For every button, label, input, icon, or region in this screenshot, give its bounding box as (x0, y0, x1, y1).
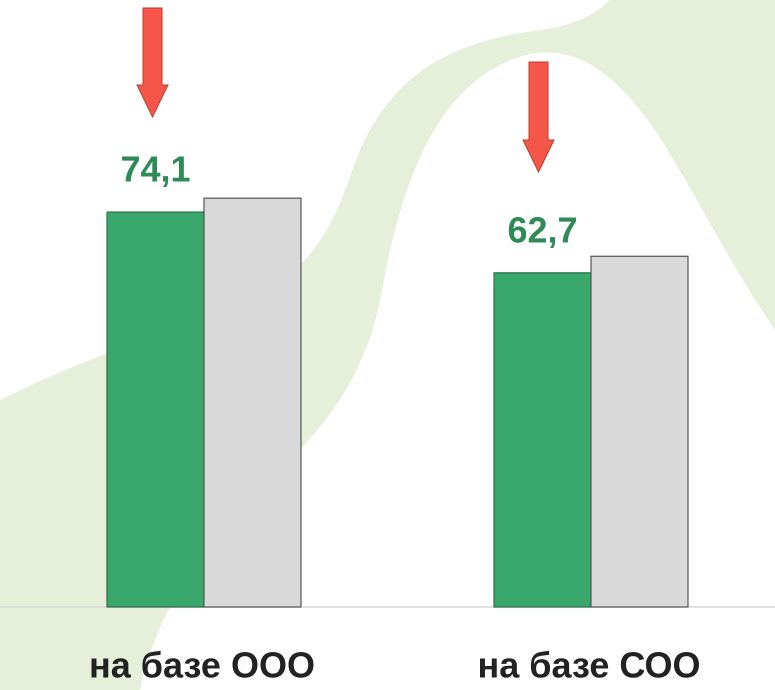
arrow (136, 7, 169, 119)
bar (493, 272, 592, 608)
value-label: 74,1 (120, 149, 190, 190)
value-label: 62,7 (507, 209, 577, 250)
x-tick-label: на базе СОО (477, 645, 700, 686)
bar (590, 255, 689, 608)
arrow (522, 61, 555, 174)
bar (106, 211, 205, 608)
bar (203, 197, 302, 608)
x-tick-label: на базе ООО (89, 645, 315, 686)
